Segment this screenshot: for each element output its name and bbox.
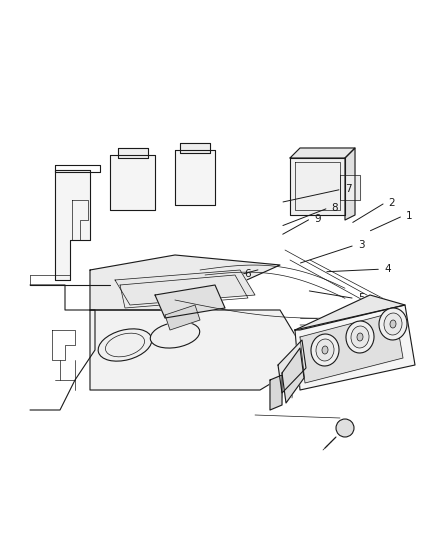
Polygon shape	[55, 170, 90, 280]
Polygon shape	[118, 148, 148, 158]
Polygon shape	[165, 305, 200, 330]
Text: 9: 9	[314, 214, 321, 223]
Polygon shape	[290, 148, 355, 158]
Polygon shape	[295, 295, 405, 330]
Polygon shape	[115, 270, 255, 305]
Polygon shape	[278, 340, 306, 393]
Polygon shape	[155, 285, 225, 318]
Ellipse shape	[351, 326, 369, 348]
Ellipse shape	[357, 333, 363, 341]
Polygon shape	[175, 150, 215, 205]
Polygon shape	[270, 375, 282, 410]
Polygon shape	[90, 255, 280, 310]
Polygon shape	[340, 175, 360, 200]
Ellipse shape	[384, 313, 402, 335]
Text: 2: 2	[389, 198, 395, 207]
Ellipse shape	[322, 346, 328, 354]
Circle shape	[336, 419, 354, 437]
Ellipse shape	[311, 334, 339, 366]
Polygon shape	[300, 312, 403, 383]
Polygon shape	[180, 143, 210, 153]
Ellipse shape	[316, 339, 334, 361]
Text: 5: 5	[358, 294, 364, 303]
Polygon shape	[90, 310, 310, 390]
Polygon shape	[290, 158, 345, 215]
Ellipse shape	[390, 320, 396, 328]
Ellipse shape	[346, 321, 374, 353]
Text: 1: 1	[406, 211, 413, 221]
Text: 6: 6	[244, 270, 251, 279]
Ellipse shape	[150, 322, 200, 348]
Polygon shape	[110, 155, 155, 210]
Polygon shape	[282, 348, 304, 403]
Text: 3: 3	[358, 240, 364, 250]
Polygon shape	[345, 148, 355, 220]
Ellipse shape	[379, 308, 407, 340]
Text: 4: 4	[384, 264, 391, 274]
Text: 8: 8	[332, 203, 338, 213]
Ellipse shape	[98, 329, 152, 361]
Polygon shape	[295, 305, 415, 390]
Text: 7: 7	[345, 184, 351, 194]
